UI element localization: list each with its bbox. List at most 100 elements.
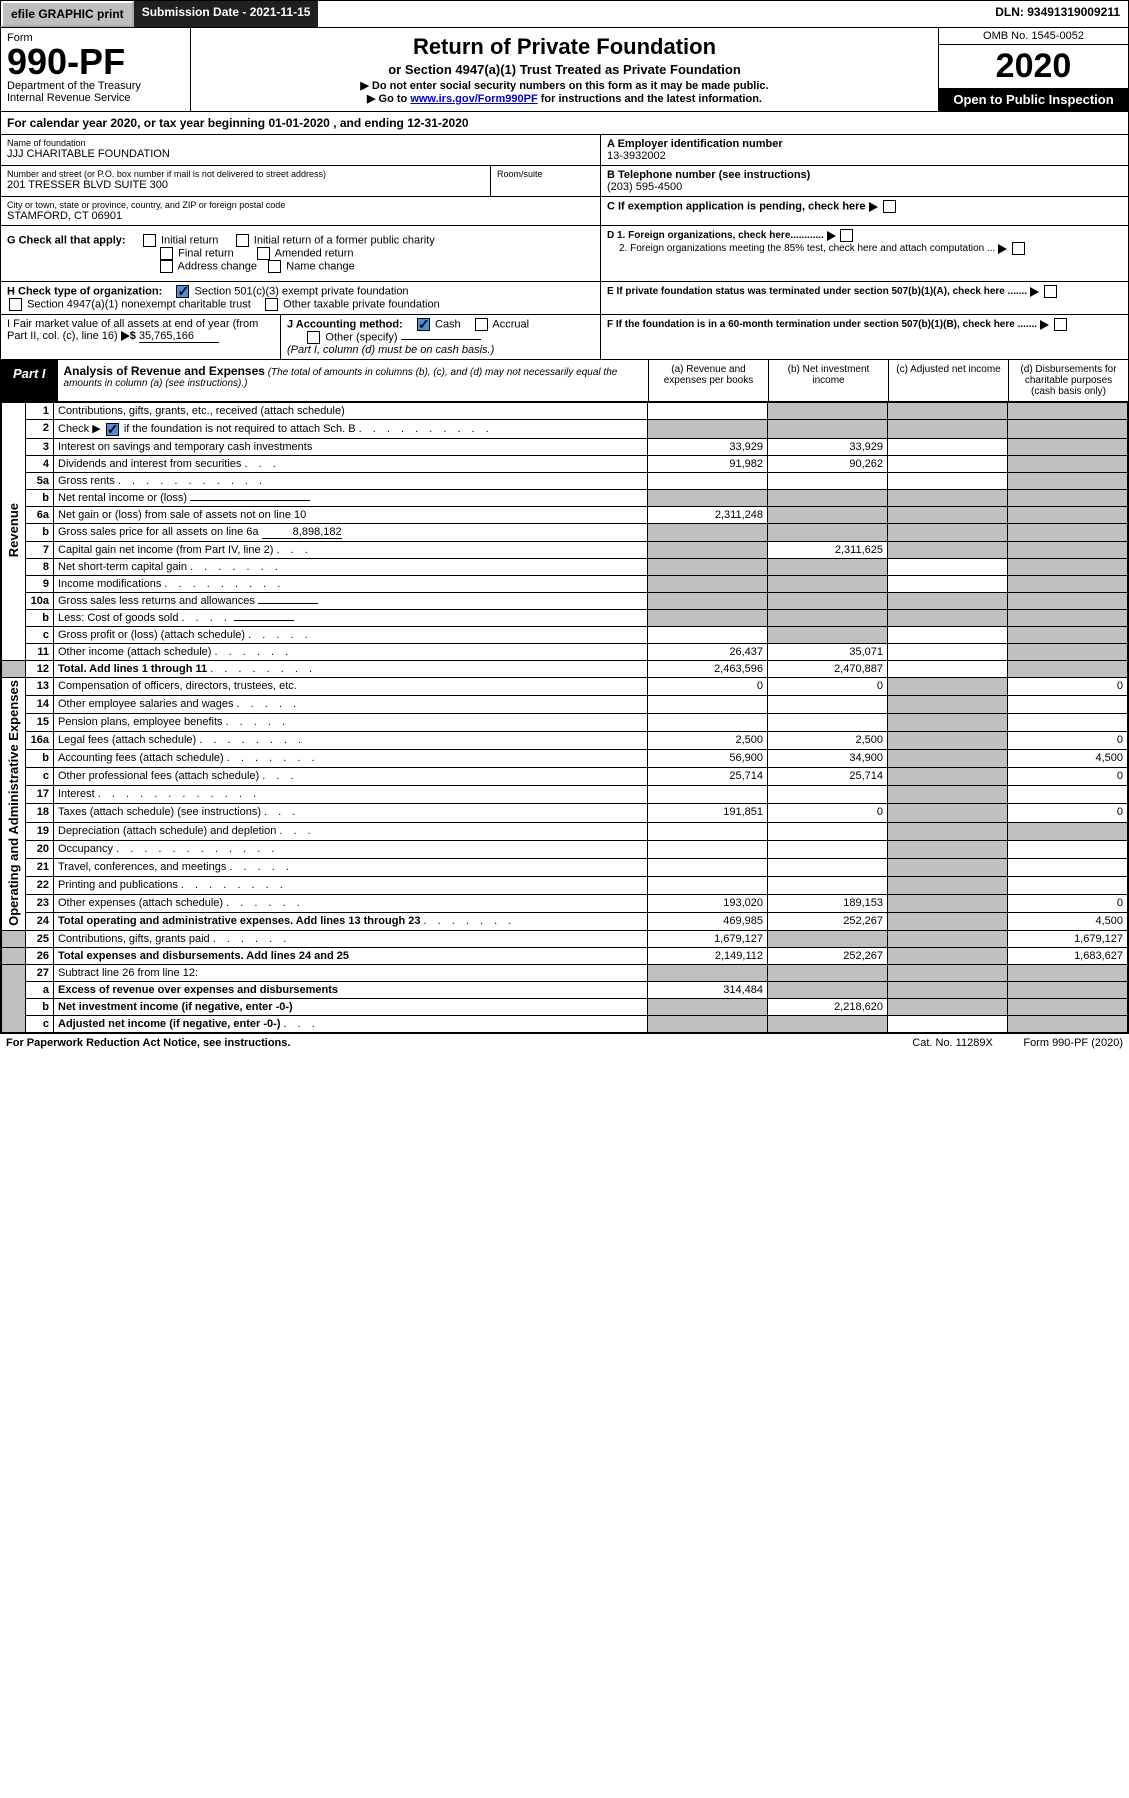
cell: 0 [1008,895,1128,913]
j-other-checkbox[interactable] [307,331,320,344]
line-num: 7 [26,541,54,558]
ein-label: A Employer identification number [607,138,783,150]
line-num: 19 [26,822,54,840]
cell: 0 [1008,768,1128,786]
line-num: 8 [26,558,54,575]
g-name-checkbox[interactable] [268,260,281,273]
line-text: Net rental income or (loss) [54,489,648,506]
col-b-header: (b) Net investment income [768,360,888,401]
line-text: Pension plans, employee benefits . . . .… [54,713,648,731]
cell: 2,470,887 [768,660,888,677]
line-num: 16a [26,731,54,749]
line-num: 13 [26,677,54,695]
line-text: Net short-term capital gain . . . . . . … [54,558,648,575]
d1-checkbox[interactable] [840,229,853,242]
col-c-header: (c) Adjusted net income [888,360,1008,401]
g-final-checkbox[interactable] [160,247,173,260]
note-ssn: ▶ Do not enter social security numbers o… [197,79,932,92]
cell: 91,982 [648,455,768,472]
d2-checkbox[interactable] [1012,242,1025,255]
f-label: F If the foundation is in a 60-month ter… [607,319,1037,330]
note-goto-pre: ▶ Go to [367,93,410,105]
j-note: (Part I, column (d) must be on cash basi… [287,344,494,356]
col-d-header: (d) Disbursements for charitable purpose… [1008,360,1128,401]
cell: 34,900 [768,750,888,768]
cell: 0 [768,677,888,695]
h-other: Other taxable private foundation [283,298,440,310]
g-initial-checkbox[interactable] [143,234,156,247]
cell: 1,679,127 [648,931,768,948]
g-addr-checkbox[interactable] [160,260,173,273]
h-501c3-checkbox[interactable] [176,285,189,298]
line-text: Printing and publications . . . . . . . … [54,876,648,894]
calyear-begin: 01-01-2020 [268,116,329,130]
line-text: Depreciation (attach schedule) and deple… [54,822,648,840]
form-title: Return of Private Foundation [197,34,932,60]
i-value: 35,765,166 [139,330,219,343]
line-num: 3 [26,438,54,455]
cell: 26,437 [648,643,768,660]
line-num: 9 [26,575,54,592]
g-label: G Check all that apply: [7,234,126,246]
g-amended: Amended return [275,247,354,259]
f-checkbox[interactable] [1054,318,1067,331]
line-num: 25 [26,931,54,948]
calyear-a: For calendar year 2020, or tax year begi… [7,116,268,130]
line-text: Gross rents . . . . . . . . . . . [54,472,648,489]
h-501c3: Section 501(c)(3) exempt private foundat… [195,285,409,297]
c-label: C If exemption application is pending, c… [607,200,866,212]
part1-label: Part I [1,360,58,401]
line-text: Income modifications . . . . . . . . . [54,575,648,592]
j-accrual-checkbox[interactable] [475,318,488,331]
d1-label: D 1. Foreign organizations, check here..… [607,230,824,241]
line-num: c [26,768,54,786]
g-initial-former: Initial return of a former public charit… [254,234,435,246]
footer-left: For Paperwork Reduction Act Notice, see … [6,1037,290,1049]
cell: 90,262 [768,455,888,472]
cell: 469,985 [648,913,768,931]
line-num: 12 [26,660,54,677]
cell: 25,714 [648,768,768,786]
h-4947: Section 4947(a)(1) nonexempt charitable … [27,298,251,310]
note-goto-post: for instructions and the latest informat… [541,93,762,105]
h-other-checkbox[interactable] [265,298,278,311]
room-label: Room/suite [497,169,594,179]
line-text: Contributions, gifts, grants, etc., rece… [54,403,648,420]
arrow-icon [1040,320,1049,330]
col-a-header: (a) Revenue and expenses per books [648,360,768,401]
g-name: Name change [286,260,355,272]
instructions-link[interactable]: www.irs.gov/Form990PF [410,93,537,105]
j-accrual: Accrual [492,318,529,330]
cell: 1,683,627 [1008,948,1128,965]
d2-label: 2. Foreign organizations meeting the 85%… [619,243,995,254]
cell: 2,218,620 [768,999,888,1016]
c-checkbox[interactable] [883,200,896,213]
line-num: 27 [26,965,54,982]
j-cash-checkbox[interactable] [417,318,430,331]
line-text: Other expenses (attach schedule) . . . .… [54,895,648,913]
efile-print-button[interactable]: efile GRAPHIC print [1,1,134,27]
part1-table: Revenue 1Contributions, gifts, grants, e… [1,402,1128,1033]
line-num: 23 [26,895,54,913]
cell: 56,900 [648,750,768,768]
line-text: Occupancy . . . . . . . . . . . . [54,840,648,858]
line-num: 4 [26,455,54,472]
g-amended-checkbox[interactable] [257,247,270,260]
line-num: b [26,609,54,626]
line-num: 26 [26,948,54,965]
cell: 33,929 [768,438,888,455]
cell: 189,153 [768,895,888,913]
e-checkbox[interactable] [1044,285,1057,298]
line-text: Total operating and administrative expen… [54,913,648,931]
schb-checkbox[interactable] [106,423,119,436]
line-num: 17 [26,786,54,804]
addr-value: 201 TRESSER BLVD SUITE 300 [7,179,484,191]
cell: 0 [1008,677,1128,695]
line-num: 21 [26,858,54,876]
g-final: Final return [178,247,234,259]
g-initial-former-checkbox[interactable] [236,234,249,247]
line-text: Less: Cost of goods sold . . . . [54,609,648,626]
addr-label: Number and street (or P.O. box number if… [7,169,484,179]
cell: 193,020 [648,895,768,913]
h-4947-checkbox[interactable] [9,298,22,311]
